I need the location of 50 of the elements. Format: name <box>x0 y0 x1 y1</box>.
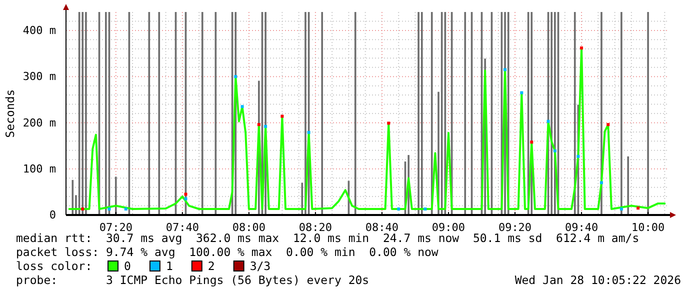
legend-label: 1 <box>166 259 173 273</box>
x-tick-label: 07:40 <box>166 220 199 234</box>
legend-label: 0 <box>124 259 131 273</box>
x-tick-label: 09:40 <box>564 220 598 234</box>
point <box>240 105 244 108</box>
point <box>636 206 640 210</box>
point <box>387 122 390 125</box>
point <box>280 114 284 118</box>
point <box>576 154 580 158</box>
point <box>424 208 427 210</box>
point <box>606 123 610 126</box>
text: Wed Jan 28 10:05:22 2026 <box>514 273 682 287</box>
point <box>307 130 310 134</box>
legend-label: 3/3 <box>250 259 271 273</box>
y-tick-label: 200 m <box>22 116 56 130</box>
point <box>530 140 534 144</box>
point <box>504 68 507 72</box>
x-tick-label: 08:40 <box>365 220 399 234</box>
point <box>124 208 128 210</box>
y-tick-label: 400 m <box>22 24 56 37</box>
y-axis-title: Seconds <box>3 89 17 138</box>
point <box>553 149 556 152</box>
point <box>397 208 400 210</box>
text: probe: 3 ICMP Echo Pings (56 Bytes) every 20s <box>16 273 370 287</box>
point <box>580 46 584 50</box>
line-series <box>68 46 666 210</box>
x-tick-label: 09:00 <box>432 220 466 234</box>
x-tick-label: 10:00 <box>631 220 665 234</box>
point <box>257 123 260 126</box>
y-tick-label: 0 <box>49 208 56 222</box>
point <box>520 91 524 94</box>
point <box>234 75 238 78</box>
point <box>600 181 603 184</box>
point <box>184 192 188 196</box>
text: median rtt: 30.7 ms avg 362.0 ms max 12.0 ms min 24.7 ms now 50.1 ms sd 612.4 m am/s <box>16 231 640 245</box>
text: packet loss: 9.74 % avg 100.00 % max 0.00 % min 0.00 % now <box>16 245 438 259</box>
y-tick-label: 100 m <box>22 162 56 176</box>
point <box>546 120 550 123</box>
x-tick-label: 08:20 <box>298 220 332 234</box>
x-tick-label: 07:20 <box>99 220 132 234</box>
x-tick-label: 09:20 <box>498 220 532 234</box>
point <box>620 208 623 210</box>
x-tick-label: 08:00 <box>232 220 266 234</box>
legend-title: loss color: <box>16 259 92 273</box>
point <box>108 208 111 210</box>
y-tick-label: 300 m <box>22 70 56 84</box>
legend-label: 2 <box>208 259 215 273</box>
point <box>184 197 188 200</box>
point <box>81 208 84 210</box>
point <box>264 124 268 128</box>
